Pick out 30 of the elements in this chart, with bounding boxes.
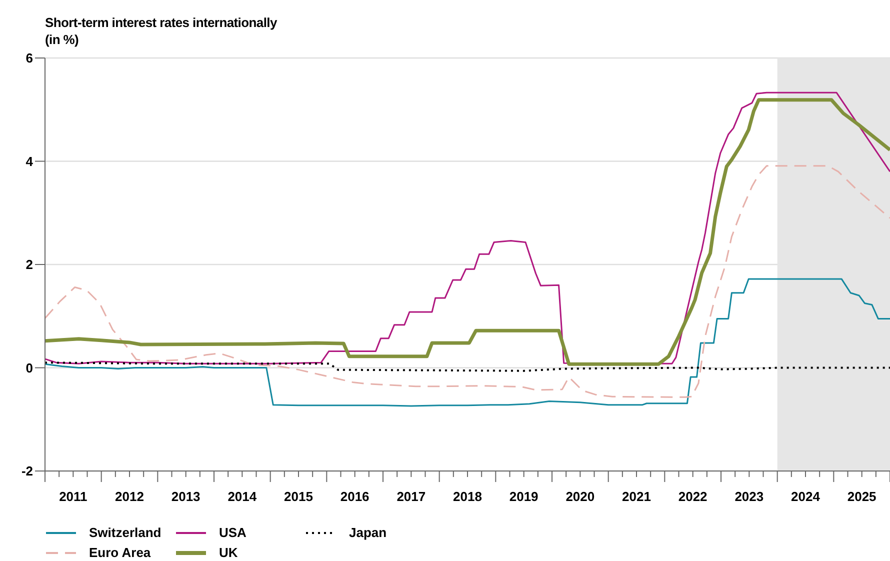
x-tick-label: 2023 bbox=[734, 489, 764, 504]
line-series bbox=[45, 278, 890, 407]
legend-label: USA bbox=[219, 525, 246, 540]
x-tick-label: 2016 bbox=[340, 489, 370, 504]
y-tick-label: -2 bbox=[21, 464, 33, 479]
x-tick-label: 2015 bbox=[284, 489, 313, 504]
x-tick-label: 2025 bbox=[847, 489, 876, 504]
x-tick-label: 2020 bbox=[566, 489, 595, 504]
y-tick-label: 6 bbox=[26, 50, 33, 66]
chart-title: Short-term interest rates internationally bbox=[45, 14, 277, 31]
x-tick-label: 2021 bbox=[622, 489, 651, 504]
x-tick-label: 2013 bbox=[171, 489, 200, 504]
x-tick-label: 2022 bbox=[678, 489, 708, 504]
y-tick-label: 4 bbox=[26, 154, 34, 169]
legend-label: Japan bbox=[349, 525, 387, 540]
chart-subtitle: (in %) bbox=[45, 31, 80, 48]
x-tick-label: 2012 bbox=[115, 489, 144, 504]
x-tick-label: 2017 bbox=[396, 489, 426, 504]
x-tick-label: 2018 bbox=[453, 489, 482, 504]
x-tick-label: 2024 bbox=[791, 489, 821, 504]
line-series bbox=[45, 362, 890, 372]
legend-label: UK bbox=[219, 545, 238, 560]
y-tick-label: 0 bbox=[26, 360, 33, 376]
y-tick-label: 2 bbox=[26, 257, 33, 272]
x-tick-label: 2011 bbox=[59, 489, 88, 504]
legend-label: Euro Area bbox=[89, 545, 151, 560]
x-tick-label: 2014 bbox=[228, 489, 258, 504]
legend-label: Switzerland bbox=[89, 525, 162, 540]
line-series bbox=[45, 165, 890, 398]
x-tick-label: 2019 bbox=[509, 489, 538, 504]
